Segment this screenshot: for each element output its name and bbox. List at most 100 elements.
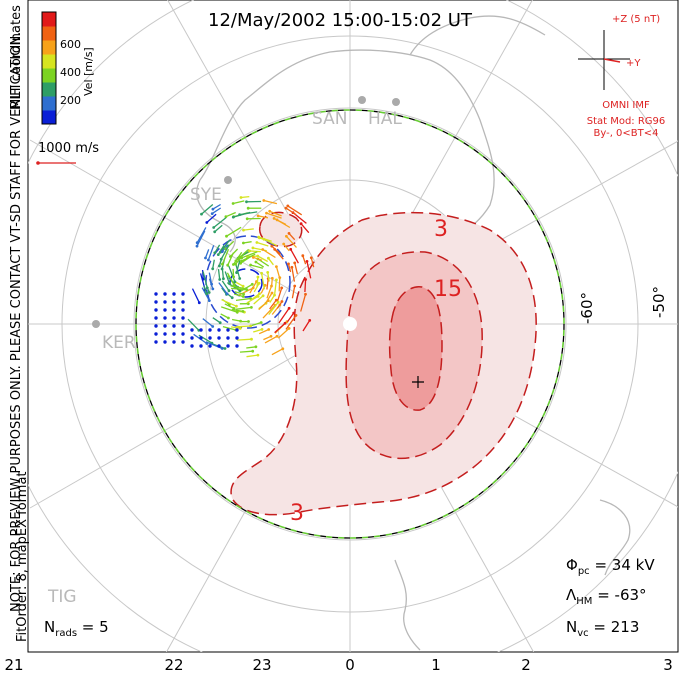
velocity-vector [224, 303, 235, 309]
vector-origin [266, 299, 270, 302]
velocity-vector [220, 306, 238, 313]
vector-origin [224, 215, 228, 219]
velocity-vector [266, 285, 273, 299]
vector-origin [227, 316, 230, 320]
velocity-vector [286, 312, 295, 323]
vector-origin [285, 234, 288, 238]
vector-origin [270, 284, 273, 288]
colorbar-segment [42, 26, 56, 41]
grid-point [217, 328, 221, 332]
lambda-hm: ΛHM = -63° [566, 586, 647, 607]
vector-origin [270, 276, 274, 280]
mlt-tick: 3 [663, 656, 673, 674]
velocity-vector [234, 291, 244, 295]
velocity-vector [213, 217, 227, 229]
velocity-vector [269, 210, 282, 217]
velocity-vector [306, 261, 312, 279]
velocity-vector [243, 228, 254, 231]
vector-origin [205, 221, 209, 224]
grid-point [154, 340, 158, 344]
vector-origin [256, 254, 260, 258]
velocity-vector [196, 230, 206, 247]
velocity-vector [225, 211, 236, 218]
velocity-vector [229, 248, 239, 257]
vector-origin [204, 256, 207, 260]
velocity-vector [217, 245, 225, 255]
magnetic-pole-marker [343, 317, 357, 331]
vector-origin [260, 328, 264, 331]
station-marker [224, 176, 232, 184]
phi-pc: Φpc = 34 kV [566, 556, 655, 577]
vector-origin [228, 282, 231, 285]
vector-origin [241, 310, 245, 313]
vector-origin [289, 247, 293, 251]
vector-origin [260, 271, 263, 275]
velocity-vector [267, 272, 270, 282]
grid-point [181, 324, 185, 328]
vector-origin [238, 213, 242, 217]
vector-origin [220, 250, 224, 254]
scale-vector: 1000 m/s [36, 141, 99, 165]
vector-origin [284, 206, 288, 210]
n-vc: Nvc = 213 [566, 618, 639, 639]
fit-order-note: FitOrder: 8, mapEX format [15, 471, 30, 642]
velocity-vector [269, 299, 277, 310]
grid-point [163, 300, 167, 304]
velocity-vector [235, 248, 250, 262]
station-ker: KER [102, 333, 136, 353]
velocity-vector [257, 258, 270, 267]
grid-point [208, 344, 212, 348]
velocity-vector [290, 248, 299, 264]
vector-origin [241, 284, 245, 288]
vector-origin [234, 262, 238, 266]
velocity-vector [231, 308, 244, 313]
velocity-vector [228, 265, 236, 283]
vector-origin [229, 255, 232, 258]
velocity-vector [202, 318, 214, 328]
vector-origin [234, 259, 238, 263]
vector-origin [290, 265, 294, 269]
vector-origin [242, 292, 246, 296]
vector-origin [275, 278, 278, 282]
vector-origin [222, 277, 225, 281]
imf-clock: +Z (5 nT) +Y OMNI IMF Stat Mod: RG96 By-… [578, 14, 665, 139]
velocity-vector [262, 248, 276, 259]
contour-label: 3 [434, 217, 448, 242]
vector-origin [262, 237, 266, 241]
velocity-vector [191, 288, 200, 303]
vector-origin [218, 278, 222, 281]
velocity-vector [258, 300, 269, 311]
grid-point [226, 336, 230, 340]
velocity-vector [276, 287, 283, 303]
vector-origin [240, 259, 243, 263]
vector-origin [238, 289, 242, 293]
velocity-vector [214, 224, 223, 233]
velocity-vector [233, 293, 244, 298]
colorbar-tick: 400 [60, 66, 81, 79]
grid-point [190, 328, 194, 332]
velocity-vector [278, 307, 290, 324]
n-rads: Nrads = 5 [44, 618, 109, 639]
imf-condition: By-, 0<BT<4 [593, 128, 658, 139]
vector-origin [241, 295, 245, 298]
grid-points [154, 292, 239, 348]
velocity-vector [263, 238, 277, 247]
vector-origin [267, 256, 270, 260]
grid-point [163, 308, 167, 312]
grid-point [154, 324, 158, 328]
velocity-vector [257, 215, 269, 219]
grid-point [154, 308, 158, 312]
velocity-vector [268, 301, 279, 315]
velocity-vector [256, 276, 259, 288]
velocity-vector [226, 226, 242, 237]
vector-origin [299, 222, 303, 226]
vector-origin [218, 264, 221, 268]
vector-origin [268, 209, 272, 213]
vector-origin [211, 207, 215, 211]
vector-origin [225, 234, 228, 238]
velocity-vector [310, 257, 315, 268]
vector-origin [283, 321, 287, 325]
preview-note: NOTE: FOR PREVIEW PURPOSES ONLY. PLEASE … [9, 32, 24, 612]
latitude-label: -60° [578, 292, 596, 324]
velocity-vector [285, 235, 297, 248]
